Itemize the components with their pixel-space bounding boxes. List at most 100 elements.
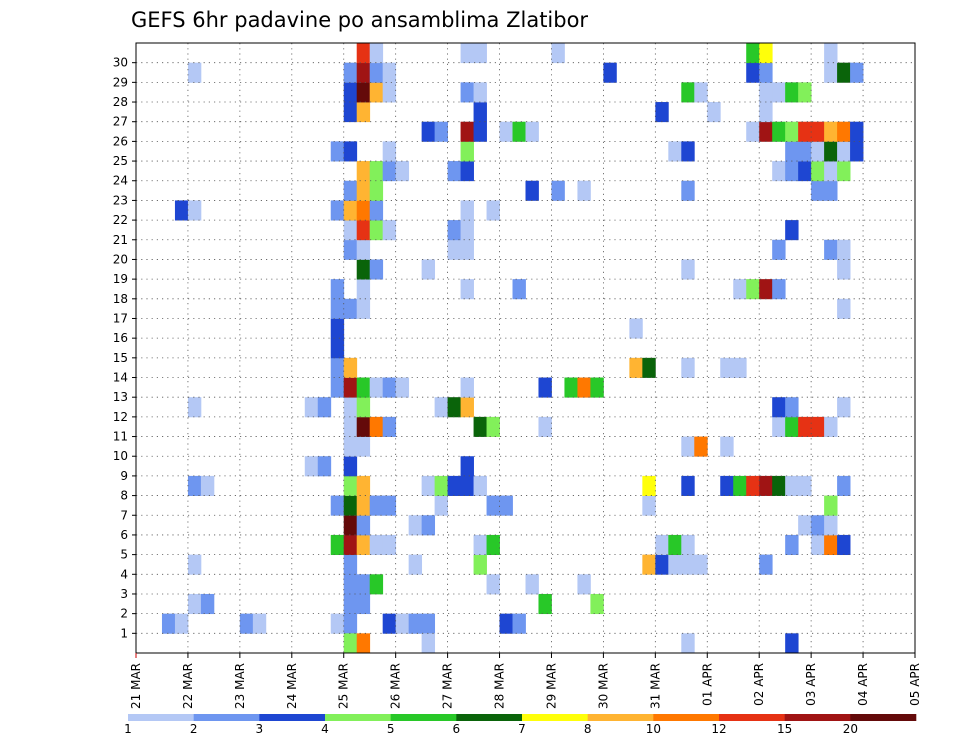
heatmap-cell: [356, 102, 371, 123]
heatmap-cell: [811, 180, 825, 201]
heatmap-cell: [382, 82, 397, 103]
heatmap-cell: [798, 141, 812, 162]
colorbar-swatch: [193, 714, 260, 721]
heatmap-cell: [629, 318, 643, 339]
colorbar-swatch: [784, 714, 851, 721]
heatmap-cell: [603, 62, 617, 83]
heatmap-cell: [837, 62, 851, 83]
heatmap-cell: [668, 534, 682, 556]
heatmap-cell: [356, 475, 371, 496]
heatmap-cell: [421, 515, 436, 536]
x-tick-label: 27 MAR: [441, 663, 455, 709]
heatmap-cell: [746, 475, 760, 496]
heatmap-cell: [369, 259, 384, 280]
heatmap-cell: [369, 574, 384, 595]
heatmap-cell: [798, 121, 812, 142]
heatmap-cell: [837, 121, 851, 142]
heatmap-cell: [681, 180, 695, 201]
heatmap-cell: [824, 416, 838, 437]
y-tick-label: 8: [120, 489, 128, 503]
heatmap-cell: [421, 475, 436, 496]
x-tick-label: 26 MAR: [389, 663, 403, 709]
heatmap-cell: [824, 43, 838, 64]
colorbar-swatch: [653, 714, 720, 721]
heatmap-cell: [785, 475, 799, 496]
heatmap-cell: [356, 239, 371, 260]
heatmap-cell: [473, 475, 487, 496]
heatmap-cell: [772, 475, 786, 496]
heatmap-cell: [460, 200, 474, 221]
heatmap-cell: [434, 475, 448, 496]
heatmap-cell: [356, 436, 371, 457]
heatmap-cell: [733, 357, 747, 378]
x-tick-label: 23 MAR: [233, 663, 247, 709]
heatmap-cell: [759, 554, 773, 575]
heatmap-cell: [252, 613, 267, 634]
heatmap-cell: [382, 62, 397, 83]
heatmap-cell: [343, 613, 358, 634]
x-tick-label: 21 MAR: [129, 663, 143, 709]
heatmap-cell: [824, 495, 838, 516]
heatmap-cell: [382, 141, 397, 162]
colorbar-swatch: [259, 714, 326, 721]
heatmap-cell: [460, 161, 474, 182]
colorbar-swatch: [456, 714, 523, 721]
heatmap-cell: [681, 475, 695, 496]
heatmap-cell: [369, 180, 384, 201]
heatmap-cell: [304, 397, 319, 418]
colorbar-label: 1: [124, 722, 132, 736]
heatmap-cell: [434, 495, 448, 516]
heatmap-cell: [330, 377, 345, 398]
heatmap-cell: [460, 377, 474, 398]
heatmap-cell: [577, 377, 591, 398]
y-tick-label: 16: [113, 331, 128, 345]
heatmap-cell: [512, 613, 526, 634]
y-tick-label: 2: [120, 607, 128, 621]
heatmap-cell: [421, 259, 436, 280]
heatmap-cell: [343, 397, 358, 418]
y-tick-label: 22: [113, 213, 128, 227]
heatmap-cell: [772, 121, 786, 142]
colorbar-swatch: [128, 714, 194, 721]
heatmap-cell: [590, 593, 604, 615]
colorbar-label: 3: [256, 722, 264, 736]
y-tick-label: 12: [113, 410, 128, 424]
heatmap-cell: [460, 397, 474, 418]
heatmap-cell: [447, 220, 461, 241]
heatmap-cell: [642, 357, 656, 378]
heatmap-cell: [356, 43, 371, 64]
heatmap-cell: [343, 220, 358, 241]
heatmap-cell: [356, 220, 371, 241]
heatmap-cell: [486, 495, 500, 516]
colorbar: 1 2 3 4 5 6 7 8 10 12 15 20: [124, 714, 917, 736]
heatmap-cell: [759, 62, 773, 83]
y-tick-label: 13: [113, 390, 128, 404]
heatmap-cell: [811, 534, 825, 556]
heatmap-cell: [356, 495, 371, 516]
x-tick-label: 02 APR: [752, 663, 766, 706]
heatmap-cell: [785, 416, 799, 437]
y-tick-label: 1: [120, 626, 128, 640]
heatmap-cell: [369, 161, 384, 182]
heatmap-cell: [369, 200, 384, 221]
y-tick-label: 30: [113, 56, 128, 70]
heatmap-cell: [460, 220, 474, 241]
colorbar-label: 8: [584, 722, 592, 736]
heatmap-cell: [187, 200, 202, 221]
y-tick-label: 25: [113, 154, 128, 168]
y-tick-label: 15: [113, 351, 128, 365]
heatmap-cell: [811, 121, 825, 142]
x-tick-label: 01 APR: [700, 663, 714, 706]
y-tick-label: 27: [113, 115, 128, 129]
heatmap-cell: [369, 534, 384, 556]
heatmap-cell: [681, 554, 695, 575]
heatmap-cell: [356, 633, 371, 654]
heatmap-cell: [525, 574, 539, 595]
heatmap-cell: [577, 180, 591, 201]
heatmap-cell: [330, 279, 345, 300]
heatmap-cell: [681, 259, 695, 280]
heatmap-cell: [824, 141, 838, 162]
heatmap-cell: [486, 200, 500, 221]
heatmap-cell: [434, 121, 448, 142]
heatmap-cell: [772, 397, 786, 418]
